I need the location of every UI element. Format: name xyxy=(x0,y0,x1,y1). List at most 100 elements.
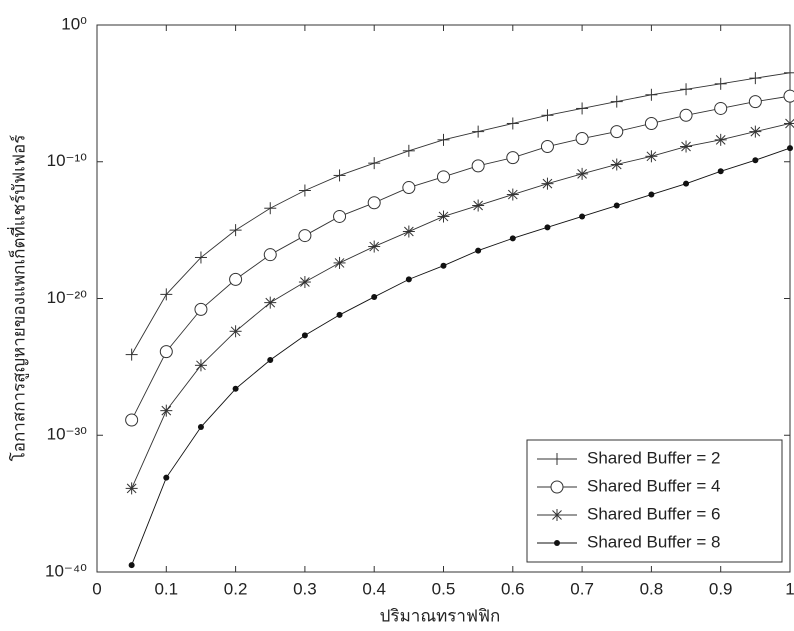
marker-part xyxy=(301,332,308,339)
marker xyxy=(229,325,242,338)
marker xyxy=(371,293,378,300)
marker-part xyxy=(196,360,206,371)
marker xyxy=(679,108,693,122)
marker-part xyxy=(679,108,693,122)
marker xyxy=(648,191,655,198)
marker xyxy=(575,132,589,146)
marker xyxy=(680,140,693,153)
marker-part xyxy=(752,157,759,164)
marker xyxy=(267,356,274,363)
marker-part xyxy=(163,474,170,481)
legend-label: Shared Buffer = 6 xyxy=(587,504,720,523)
marker xyxy=(402,225,415,238)
marker xyxy=(263,248,277,262)
marker-part xyxy=(715,134,726,145)
marker-part xyxy=(437,170,450,184)
marker-part xyxy=(648,191,655,198)
marker-part xyxy=(610,125,624,139)
legend-label: Shared Buffer = 4 xyxy=(587,476,720,495)
marker xyxy=(717,168,724,175)
marker xyxy=(683,180,690,187)
marker xyxy=(437,133,450,146)
marker-part xyxy=(544,224,551,231)
marker xyxy=(194,359,207,372)
marker-part xyxy=(229,272,243,286)
marker xyxy=(163,474,170,481)
y-tick-label: 10⁻¹⁰ xyxy=(47,151,88,170)
marker-part xyxy=(579,213,586,220)
marker-part xyxy=(367,196,381,210)
marker xyxy=(298,276,311,289)
marker xyxy=(125,413,139,427)
marker xyxy=(644,116,658,130)
marker xyxy=(471,159,485,173)
marker-part xyxy=(683,180,690,187)
marker-part xyxy=(298,229,312,243)
marker-part xyxy=(300,277,310,287)
marker-part xyxy=(232,385,239,392)
marker xyxy=(301,332,308,339)
marker xyxy=(402,144,415,157)
marker xyxy=(784,66,794,79)
x-tick-label: 0.6 xyxy=(501,579,525,598)
y-axis-label: โอกาสการสูญหายของแพกเก็ตที่แชร์บัฟเฟอร์ xyxy=(6,135,29,462)
marker-part xyxy=(230,326,241,337)
x-tick-label: 0 xyxy=(92,579,101,598)
marker xyxy=(610,125,624,139)
marker-part xyxy=(554,540,560,546)
marker xyxy=(194,251,207,264)
marker-part xyxy=(577,169,587,179)
marker xyxy=(437,170,450,184)
marker-part xyxy=(507,189,518,200)
marker xyxy=(437,210,450,223)
marker xyxy=(402,181,416,195)
series-line xyxy=(131,123,791,489)
marker xyxy=(749,72,762,85)
marker-part xyxy=(369,241,380,252)
marker-part xyxy=(717,168,724,175)
marker xyxy=(748,95,762,109)
x-tick-label: 1 xyxy=(785,579,794,598)
marker xyxy=(506,188,519,201)
series-line xyxy=(131,147,791,566)
marker xyxy=(336,311,343,318)
marker xyxy=(509,235,516,242)
marker xyxy=(680,83,693,96)
marker xyxy=(506,151,520,165)
marker xyxy=(333,256,346,269)
marker xyxy=(749,125,762,138)
marker xyxy=(714,101,728,115)
x-tick-label: 0.8 xyxy=(640,579,664,598)
marker xyxy=(472,199,485,212)
marker xyxy=(333,209,347,223)
marker xyxy=(550,480,564,494)
marker-part xyxy=(125,413,139,427)
marker-part xyxy=(473,200,484,211)
marker xyxy=(194,302,208,316)
marker-part xyxy=(611,159,622,170)
x-tick-label: 0.9 xyxy=(709,579,733,598)
marker-part xyxy=(333,209,347,223)
marker-part xyxy=(785,118,794,129)
marker-part xyxy=(405,276,412,283)
marker-part xyxy=(265,297,276,308)
marker xyxy=(541,177,554,190)
marker xyxy=(229,272,243,286)
marker-part xyxy=(509,235,516,242)
x-tick-label: 0.4 xyxy=(362,579,386,598)
marker-part xyxy=(552,510,562,520)
x-tick-label: 0.3 xyxy=(293,579,317,598)
x-tick-label: 0.5 xyxy=(432,579,456,598)
marker-part xyxy=(402,181,416,195)
y-tick-label: 10⁻³⁰ xyxy=(47,425,88,444)
marker xyxy=(197,424,204,431)
marker xyxy=(551,509,563,521)
marker xyxy=(579,213,586,220)
marker-part xyxy=(334,258,345,268)
marker xyxy=(714,133,727,146)
y-tick-label: 10⁻²⁰ xyxy=(47,288,88,307)
x-tick-label: 0.1 xyxy=(154,579,178,598)
marker xyxy=(540,140,554,154)
marker-part xyxy=(646,151,657,162)
